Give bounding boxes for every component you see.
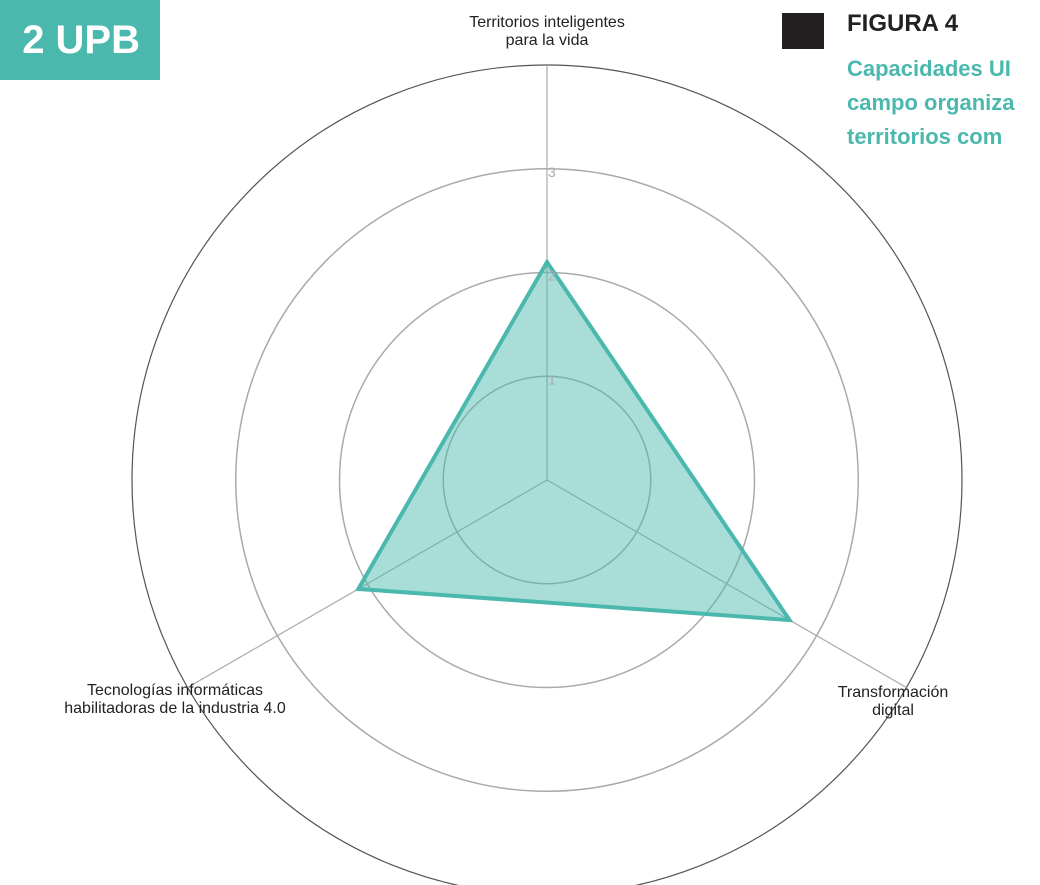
figure-label: FIGURA 4: [847, 10, 959, 37]
subtitle: Capacidades UI campo organiza territorio…: [847, 56, 1015, 149]
r-tick-label: 3: [548, 164, 556, 180]
figure-marker: [782, 13, 824, 49]
category-label: Tecnologías informáticas habilitadoras d…: [64, 682, 286, 717]
r-tick-label: 2: [548, 268, 556, 284]
spoke: [546, 479, 907, 689]
category-label: Territorios inteligentes para la vida: [469, 14, 625, 49]
brand-badge: 2 UPB: [0, 0, 160, 80]
r-tick-label: 1: [548, 371, 556, 387]
spoke: [187, 479, 548, 689]
category-label: Transformación digital: [837, 684, 949, 719]
data-area: [354, 258, 794, 623]
